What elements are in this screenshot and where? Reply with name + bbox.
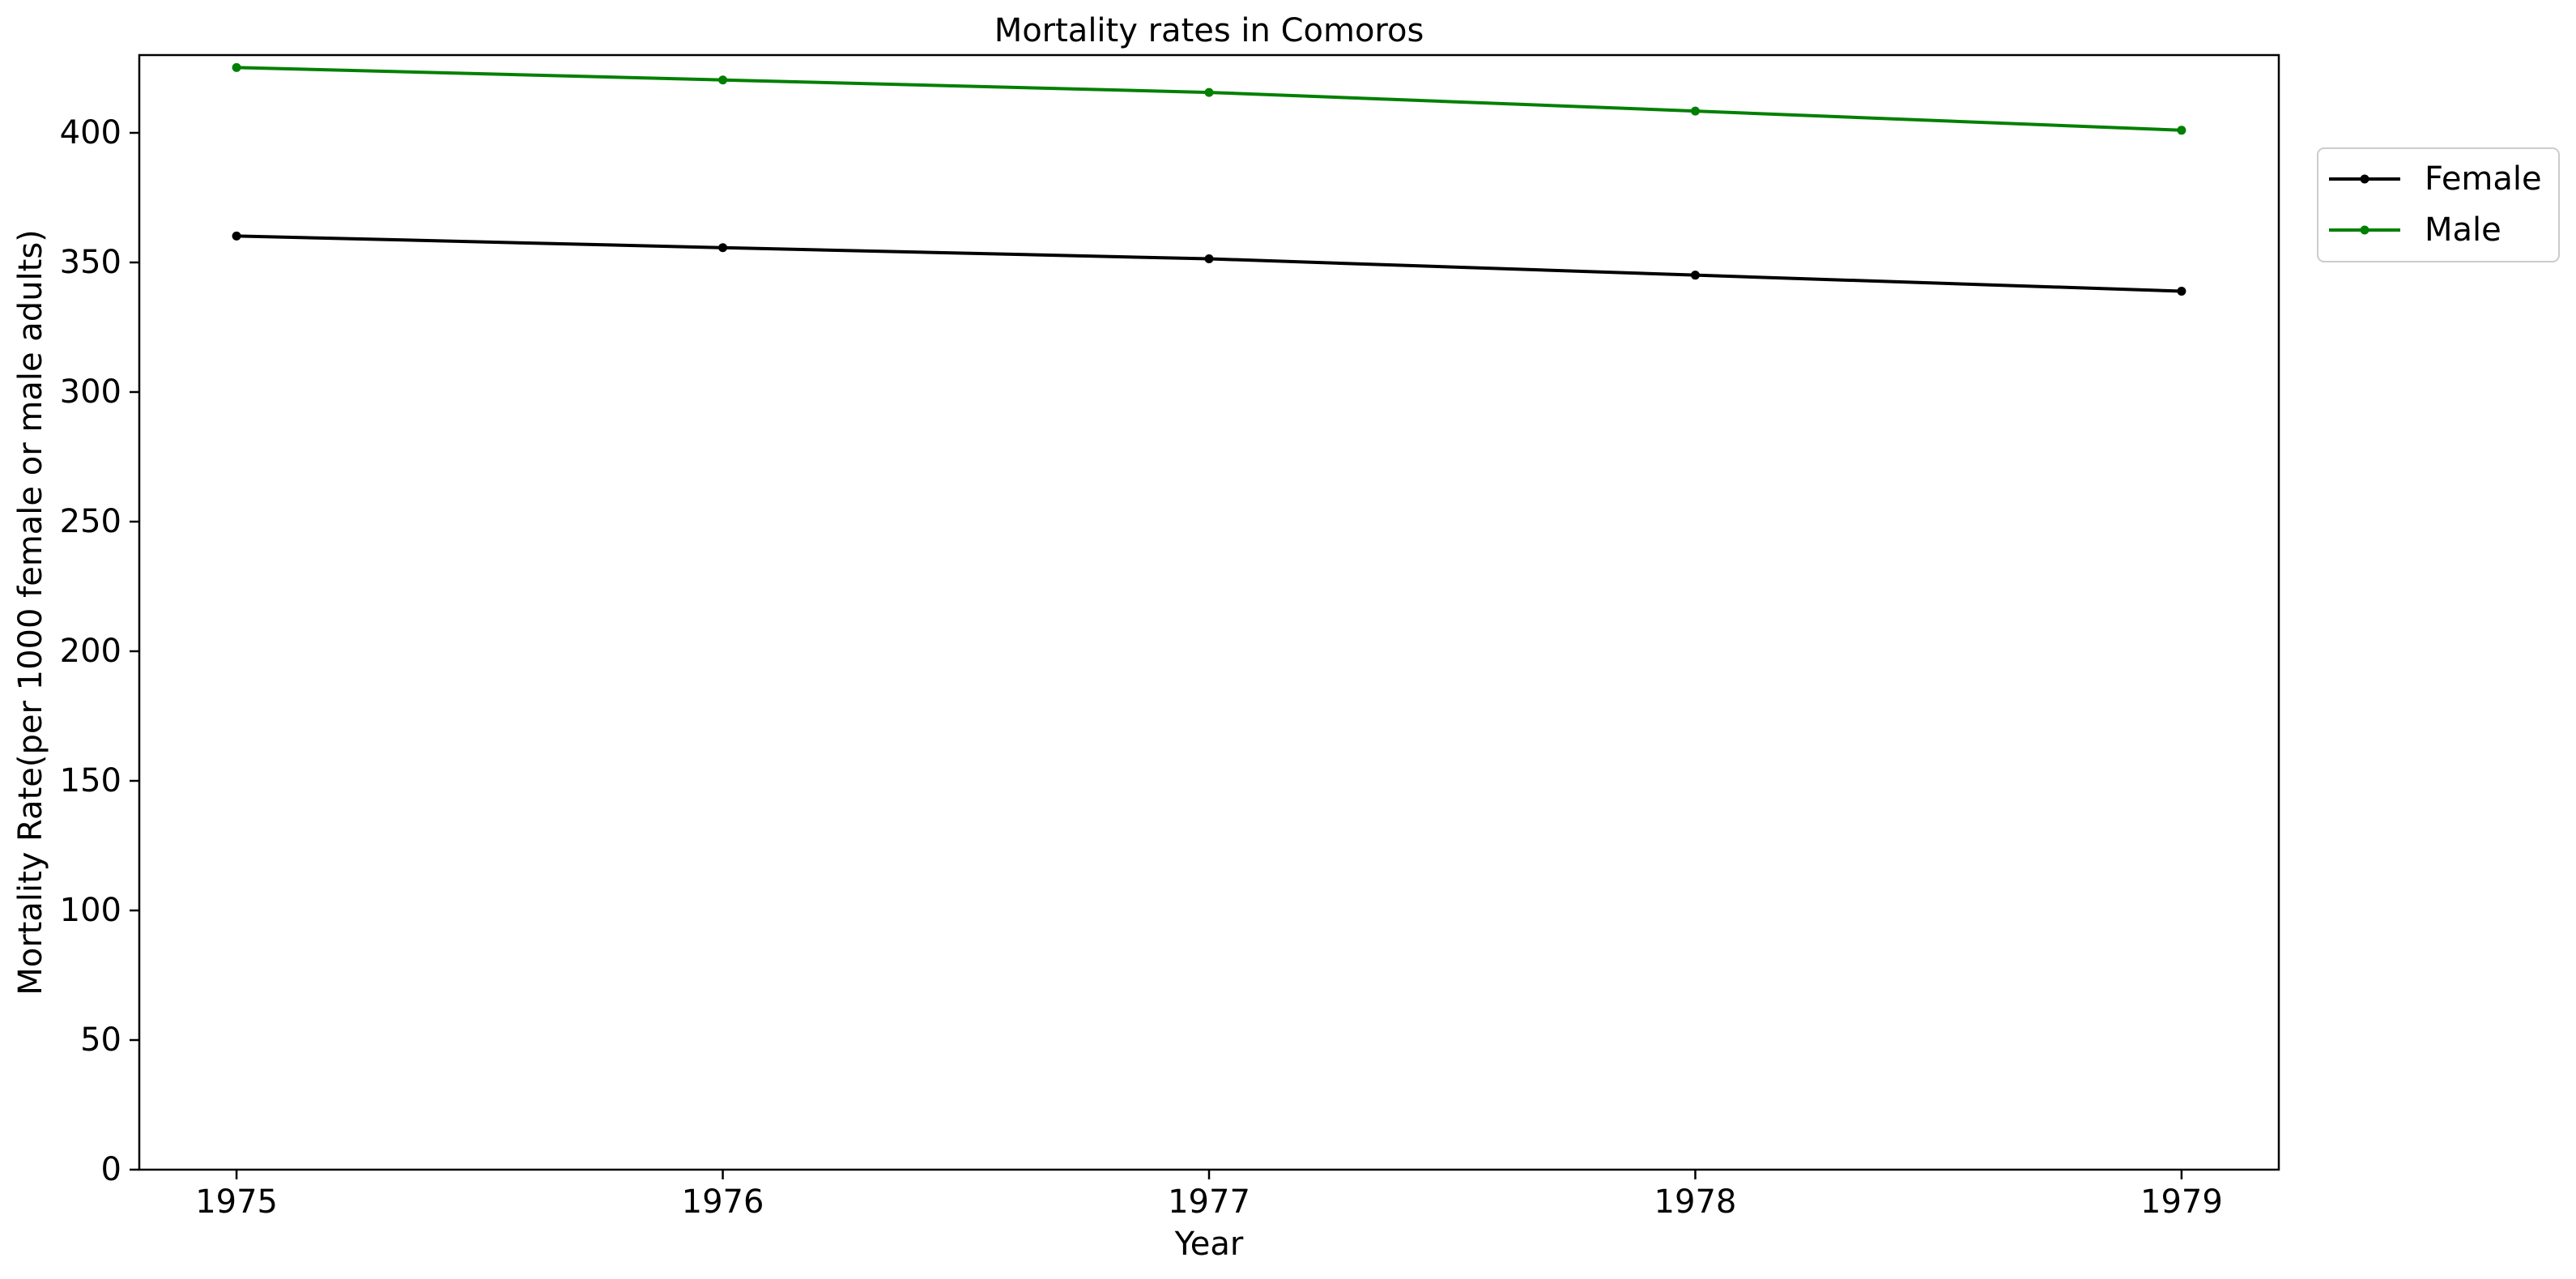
x-tick-label: 1979 (2140, 1183, 2223, 1221)
y-tick-label: 250 (60, 503, 121, 540)
y-tick-label: 200 (60, 633, 121, 670)
x-tick-label: 1975 (195, 1183, 278, 1221)
data-point-female (2177, 287, 2186, 296)
legend-marker-female (2360, 174, 2369, 184)
legend: Female Male (2317, 147, 2560, 262)
data-point-male (1204, 87, 1214, 97)
y-tick-label: 150 (60, 762, 121, 799)
data-point-female (718, 243, 728, 253)
legend-label-female: Female (2425, 160, 2542, 198)
y-axis: 0 50 100 150 200 250 300 350 400 (60, 114, 139, 1188)
data-point-male (1690, 106, 1700, 116)
series-line-female (236, 234, 2182, 293)
data-point-female (232, 231, 241, 241)
y-tick-label: 50 (80, 1021, 121, 1059)
legend-label-male: Male (2425, 211, 2501, 249)
data-point-male (718, 75, 728, 85)
data-point-male (2177, 126, 2186, 135)
y-tick-label: 350 (60, 244, 121, 281)
y-axis-label: Mortality Rate(per 1000 female or male a… (12, 229, 49, 995)
x-tick-label: 1977 (1168, 1183, 1250, 1221)
x-axis-label: Year (1174, 1226, 1244, 1263)
legend-frame (2317, 147, 2560, 262)
data-point-female (1204, 254, 1214, 264)
x-tick-label: 1976 (682, 1183, 764, 1221)
y-tick-label: 0 (101, 1151, 121, 1188)
series-layer (232, 62, 2186, 296)
y-tick-label: 300 (60, 373, 121, 411)
x-tick-label: 1978 (1654, 1183, 1737, 1221)
y-tick-label: 400 (60, 114, 121, 151)
data-point-male (232, 62, 241, 72)
y-tick-label: 100 (60, 892, 121, 929)
chart-title: Mortality rates in Comoros (994, 12, 1424, 49)
legend-marker-male (2360, 225, 2369, 235)
series-line-male (236, 66, 2182, 132)
plot-area (138, 53, 2280, 1171)
data-point-female (1690, 271, 1700, 280)
legend-items: Female Male (2329, 160, 2542, 249)
x-axis: 1975 1976 1977 1978 1979 (195, 1170, 2223, 1221)
